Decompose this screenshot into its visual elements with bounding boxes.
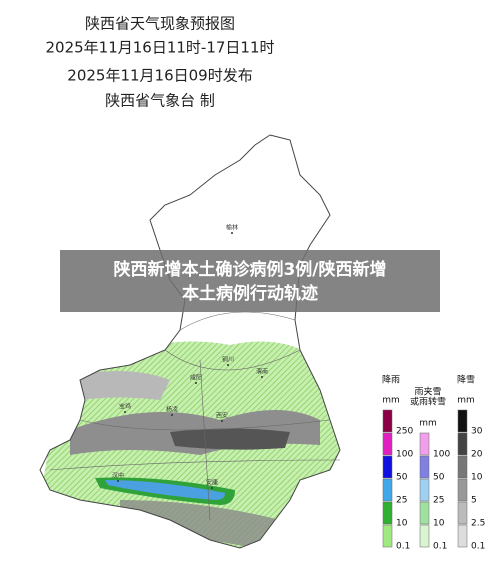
legend-swatch	[457, 501, 468, 525]
legend-swatch	[382, 432, 393, 456]
legend-swatch	[457, 478, 468, 502]
legend-title: 降雪	[457, 374, 475, 386]
legend-swatch	[419, 478, 430, 502]
legend-level: 250	[396, 427, 413, 437]
city-dot	[195, 382, 197, 384]
legend-title: 或雨转雪	[410, 396, 446, 408]
city-dot	[117, 480, 119, 482]
forecast-period: 2025年11月16日11时-17日11时	[45, 39, 274, 57]
city-dot	[211, 487, 213, 489]
legend-level: 50	[433, 473, 445, 483]
city-label: 安康	[206, 479, 218, 487]
legend-swatch	[457, 524, 468, 548]
city-label: 咸阳	[190, 374, 202, 382]
legend-swatch	[382, 501, 393, 525]
legend-title: 降雨	[382, 374, 400, 386]
legend-level: 20	[471, 450, 483, 460]
legend-level: 5	[471, 496, 477, 506]
legend-swatch	[382, 409, 393, 433]
city-label: 宝鸡	[119, 403, 131, 411]
city-label: 铜川	[222, 356, 234, 364]
legend-swatch	[382, 524, 393, 548]
legend-swatch	[419, 455, 430, 479]
legend-title: 雨夹雪	[414, 386, 441, 398]
legend-level: 0.1	[471, 542, 485, 552]
banner-line: 陕西新增本土确诊病例3例/陕西新增	[113, 259, 386, 280]
legend-level: 10	[396, 519, 408, 529]
legend-unit: mm	[457, 396, 475, 406]
city-dot	[221, 420, 223, 422]
legend-level: 50	[396, 473, 408, 483]
province-fill	[40, 135, 340, 548]
city-label: 渭南	[256, 368, 268, 376]
legend-level: 100	[396, 450, 413, 460]
legend-swatch	[457, 409, 468, 433]
legend-level: 30	[471, 427, 483, 437]
legend-level: 0.1	[396, 542, 410, 552]
city-label: 西安	[216, 412, 228, 420]
legend-swatch	[419, 501, 430, 525]
legend-swatch	[382, 478, 393, 502]
legend-swatch	[457, 432, 468, 456]
issuer: 陕西省气象台 制	[105, 92, 215, 110]
legend-unit: mm	[382, 396, 400, 406]
city-dot	[171, 414, 173, 416]
city-dot	[231, 232, 233, 234]
legend-level: 10	[471, 473, 483, 483]
news-banner	[60, 250, 440, 312]
issue-time: 2025年11月16日09时发布	[67, 67, 252, 85]
city-dot	[124, 411, 126, 413]
legend-level: 10	[433, 519, 445, 529]
city-label: 杨凌	[166, 406, 178, 414]
city-dot	[227, 364, 229, 366]
legend-level: 0.1	[433, 542, 447, 552]
legend-level: 2.5	[471, 519, 485, 529]
city-label: 榆林	[226, 224, 238, 232]
legend-swatch	[419, 524, 430, 548]
banner-line: 本土病例行动轨迹	[182, 283, 318, 304]
map-title: 陕西省天气现象预报图	[85, 15, 235, 33]
legend-swatch	[382, 455, 393, 479]
legend-swatch	[457, 455, 468, 479]
city-dot	[261, 376, 263, 378]
legend-level: 25	[396, 496, 407, 506]
legend-level: 25	[433, 496, 444, 506]
legend-unit: mm	[419, 419, 437, 429]
legend-level: 100	[433, 450, 450, 460]
city-label: 汉中	[112, 472, 124, 480]
legend-swatch	[419, 432, 430, 456]
city-borders	[49, 311, 341, 521]
